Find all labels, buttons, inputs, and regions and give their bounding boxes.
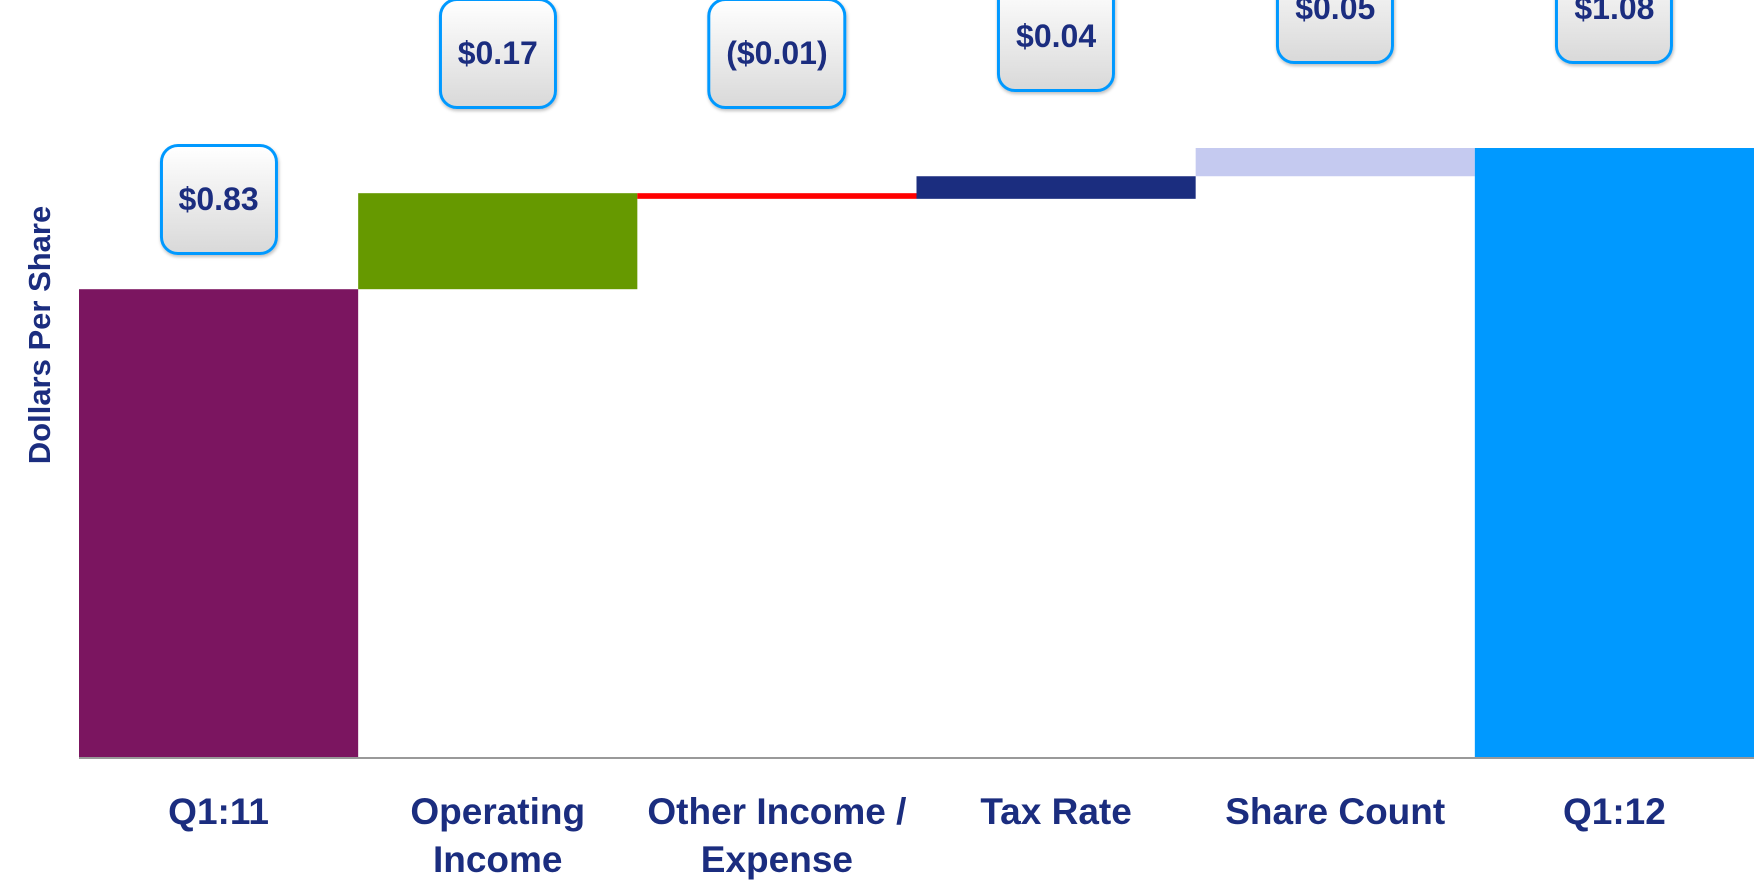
value-label: $1.08	[1555, 0, 1674, 64]
value-label: $0.04	[997, 0, 1116, 93]
value-label: ($0.01)	[707, 0, 847, 110]
x-tick-label: Operating Income	[410, 791, 586, 880]
bar	[637, 193, 917, 199]
value-label: $0.17	[438, 0, 557, 110]
bar	[79, 289, 359, 758]
bar	[358, 193, 638, 290]
x-tick-label: Q1:11	[168, 791, 269, 832]
value-label: $0.83	[159, 144, 278, 256]
x-tick-label: Tax Rate	[980, 791, 1132, 832]
x-tick-label: Share Count	[1225, 791, 1446, 832]
bar	[1474, 148, 1754, 758]
x-tick-label: Other Income / Expense	[647, 791, 907, 880]
y-axis-label: Dollars Per Share	[22, 205, 57, 465]
bar	[916, 176, 1196, 199]
bar	[1195, 148, 1475, 177]
x-tick-label: Q1:12	[1562, 791, 1666, 832]
value-label: $0.05	[1276, 0, 1395, 64]
